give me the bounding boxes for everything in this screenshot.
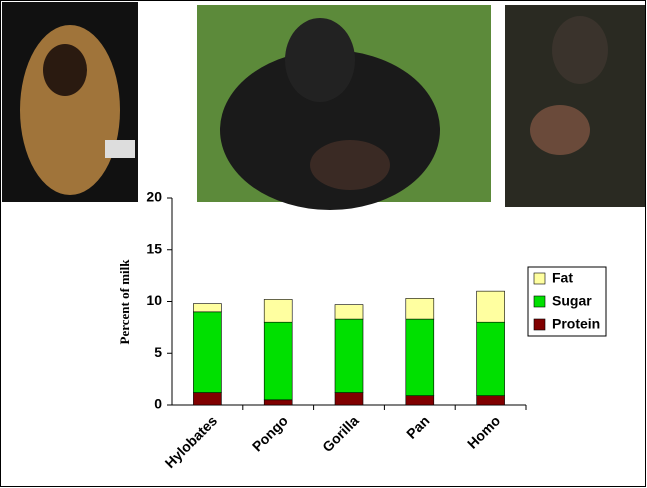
y-tick-label: 5	[154, 344, 162, 360]
legend-swatch	[533, 295, 546, 308]
bar-segment	[193, 303, 222, 313]
y-axis-label: Percent of milk	[117, 259, 132, 345]
photo-gorilla	[197, 5, 491, 210]
legend-label: Protein	[552, 316, 600, 332]
bar-segment	[263, 399, 293, 406]
bar-segment	[476, 395, 505, 406]
legend-label: Fat	[552, 270, 573, 286]
photo-chimpanzee	[505, 5, 645, 207]
bar-segment	[476, 290, 505, 323]
bar-segment	[263, 321, 293, 401]
bar-segment	[193, 392, 222, 406]
bar-segment	[263, 299, 293, 323]
legend-swatch	[533, 272, 546, 285]
legend-swatch	[533, 318, 546, 331]
bar-segment	[334, 304, 364, 320]
y-tick-label: 10	[146, 292, 162, 308]
bar-segment	[405, 395, 435, 406]
bar-segment	[476, 321, 505, 396]
y-tick-label: 0	[154, 396, 162, 412]
bar-segment	[405, 318, 435, 396]
y-tick-label: 20	[146, 189, 162, 205]
bar-segment	[193, 311, 222, 393]
photo-gibbon	[2, 2, 138, 202]
bar-segment	[405, 298, 435, 320]
y-tick-label: 15	[146, 240, 162, 256]
bar-segment	[334, 318, 364, 393]
legend-label: Sugar	[552, 293, 592, 309]
bar-segment	[334, 392, 364, 406]
